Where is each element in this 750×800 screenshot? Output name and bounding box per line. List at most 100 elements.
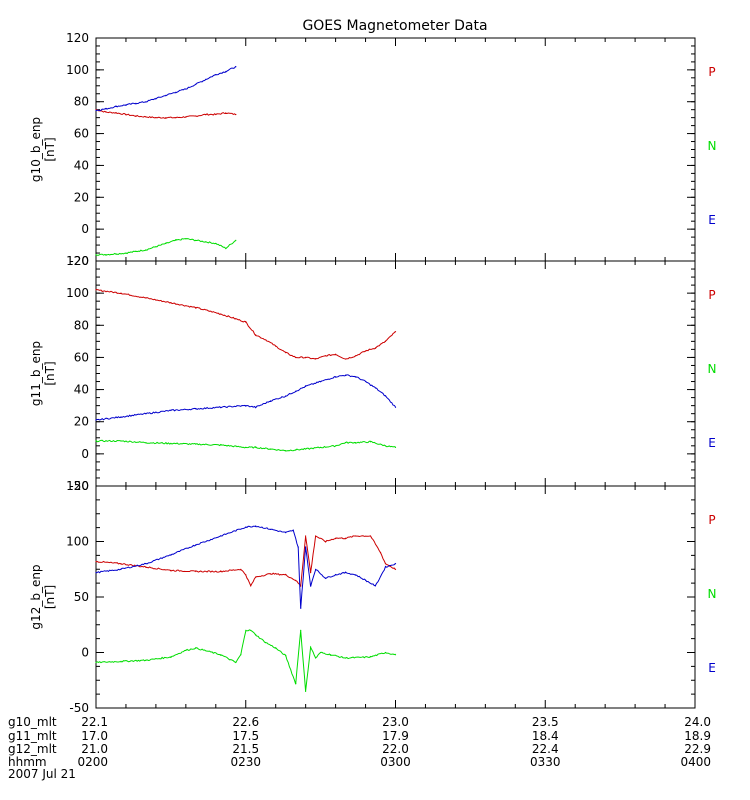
y-axis-label: g10_b_enp — [29, 117, 43, 182]
y-tick-label: 120 — [66, 254, 89, 268]
series-N-point — [235, 239, 237, 241]
series-P-point — [325, 540, 327, 543]
x-row-value: 0400 — [680, 755, 711, 769]
x-row-value: 17.0 — [81, 729, 108, 743]
y-tick-label: 80 — [74, 95, 89, 109]
series-E-point — [120, 416, 122, 418]
y-tick-label: 20 — [74, 190, 89, 204]
series-P-point — [384, 340, 387, 342]
series-P-point — [305, 535, 307, 537]
series-N-point — [245, 629, 247, 631]
series-N-point — [155, 246, 157, 248]
series-P-point — [220, 570, 222, 573]
legend-P: P — [708, 65, 715, 79]
series-N-point — [300, 629, 302, 631]
panel-frame — [95, 485, 696, 709]
series-E-point — [315, 568, 317, 570]
series-E-point — [205, 78, 207, 80]
series-P-point — [250, 585, 252, 587]
series-E-point — [355, 376, 357, 378]
series-P-point — [355, 355, 357, 357]
x-row-value: 22.9 — [684, 742, 711, 756]
x-row-value: 22.1 — [81, 715, 108, 729]
series-N-point — [335, 445, 337, 447]
series-P-point — [365, 350, 367, 352]
series-P-point — [120, 563, 122, 565]
series-E-point — [365, 380, 367, 383]
series-E-point — [105, 108, 107, 110]
series-N-point — [145, 659, 147, 661]
series-E-point — [384, 566, 387, 568]
series-E-point — [305, 546, 307, 548]
panel-frame — [95, 260, 696, 487]
series-N-point — [255, 634, 257, 636]
series-N-point — [225, 247, 227, 249]
series-P-point — [175, 117, 177, 119]
series-P-point — [394, 568, 397, 570]
series-P-point — [170, 569, 172, 572]
x-row-value: 18.9 — [684, 729, 711, 743]
series-E-point — [394, 563, 397, 565]
series-N-point — [305, 448, 307, 450]
series-E-point — [374, 585, 377, 587]
series-P-point — [384, 563, 387, 565]
x-row-label: hhmm — [8, 755, 47, 769]
y-tick-label: 150 — [66, 479, 89, 493]
series-P-point — [205, 113, 207, 116]
series-N-point — [120, 660, 122, 663]
series-N-point — [310, 646, 312, 648]
series-N-point — [265, 641, 267, 644]
series-N-point — [345, 657, 347, 659]
series-P-point — [255, 576, 257, 578]
chart-title: GOES Magnetometer Data — [302, 18, 487, 34]
series-N-line — [95, 629, 396, 692]
y-axis-unit: [nT] — [43, 585, 57, 609]
series-P-point — [145, 297, 147, 299]
series-N-point — [285, 450, 287, 452]
series-P-point — [265, 339, 267, 341]
series-N-point — [320, 651, 322, 654]
series-N-point — [95, 661, 97, 664]
series-E-point — [195, 544, 197, 546]
x-row-value: 0330 — [530, 755, 561, 769]
x-row-value: 0200 — [77, 755, 108, 769]
series-E-point — [355, 574, 357, 576]
series-P-line — [95, 535, 396, 588]
series-E-point — [285, 395, 287, 397]
x-row-label: g10_mlt — [8, 715, 57, 729]
series-P-point — [374, 347, 377, 349]
series-N-point — [215, 242, 217, 245]
series-N-point — [185, 238, 187, 240]
series-P-point — [379, 552, 382, 554]
series-E-point — [335, 574, 337, 576]
series-N-point — [394, 654, 397, 656]
series-P-point — [355, 535, 357, 537]
series-E-point — [220, 406, 222, 408]
legend-N: N — [708, 139, 717, 153]
series-N-point — [120, 440, 122, 442]
series-N-point — [315, 657, 317, 659]
series-P-point — [295, 356, 297, 358]
series-N-point — [295, 683, 297, 685]
series-N-line — [95, 439, 396, 452]
series-N-point — [235, 661, 237, 664]
x-row-label: g11_mlt — [8, 729, 57, 743]
panel-1: -20 0 20 40 60 80 100 120 g10_b_enp [nT] P N E — [29, 31, 716, 268]
series-P-point — [95, 289, 97, 291]
legend-E: E — [708, 436, 716, 450]
series-E-point — [300, 607, 302, 609]
series-N-point — [185, 649, 187, 651]
series-P-point — [335, 353, 337, 355]
series-E-point — [285, 532, 287, 534]
x-row-value: 21.5 — [232, 742, 259, 756]
legend-N: N — [708, 362, 717, 376]
series-E-point — [394, 406, 397, 408]
y-axis-unit: [nT] — [43, 361, 57, 385]
series-P-point — [369, 535, 372, 537]
series-E-point — [225, 70, 227, 73]
series-P-point — [394, 331, 397, 333]
series-P-point — [310, 572, 312, 574]
series-N-point — [220, 654, 222, 656]
series-E-line — [95, 65, 237, 112]
